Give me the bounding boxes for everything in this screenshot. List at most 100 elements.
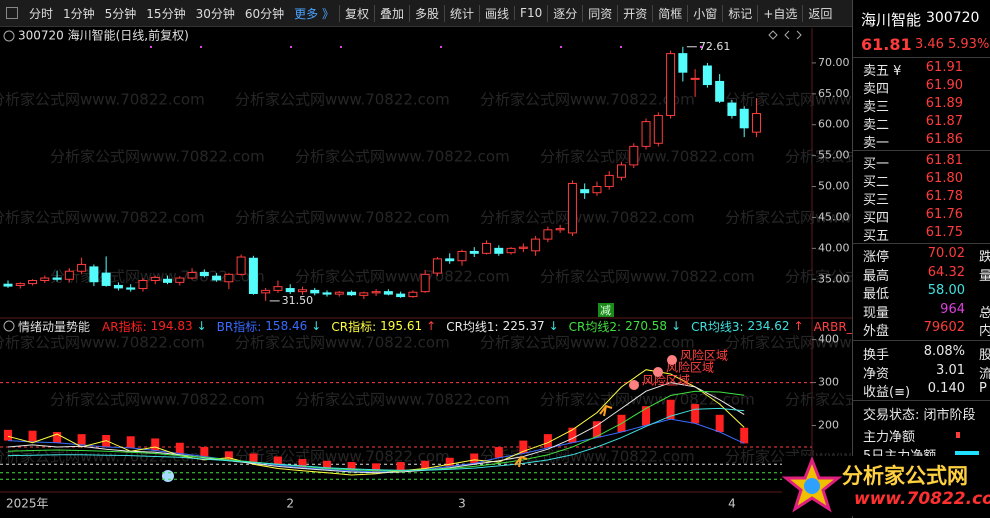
watermark: 分析家公式网www.70822.com: [480, 209, 695, 227]
toolbar-button[interactable]: +自选: [757, 4, 802, 22]
book-price: 61.87: [925, 114, 963, 129]
toolbar-button[interactable]: 15分钟: [146, 6, 186, 21]
watermark: 分析家公式网www.70822.com: [725, 209, 852, 227]
toolbar-button[interactable]: 更多 》: [294, 6, 334, 21]
stat-tail: 内: [979, 324, 990, 340]
watermark: 分析家公式网www.70822.com: [0, 209, 205, 227]
candle-body: [666, 53, 676, 116]
ar-bar: [298, 459, 307, 468]
candle-body: [739, 108, 749, 129]
legend-name: BR指标:: [216, 319, 262, 334]
annotation: 31.50: [282, 294, 314, 307]
watermark: 分析家公式网www.70822.com: [50, 148, 265, 166]
candle-body: [28, 280, 38, 285]
candle-body: [212, 275, 222, 281]
candle-body: [506, 247, 516, 254]
toolbar-button[interactable]: 逐分: [547, 4, 582, 22]
watermark: 分析家公式网www.70822.com: [785, 148, 852, 166]
candle-body: [543, 229, 553, 240]
flow-swatch: [955, 451, 979, 455]
ar-bar: [642, 406, 651, 426]
stat-label: 最低: [863, 287, 890, 303]
title-icon: [3, 30, 15, 42]
toolbar-button[interactable]: 画线: [479, 4, 514, 22]
ar-bar: [77, 434, 86, 445]
candle-body: [3, 283, 13, 287]
separator: [853, 243, 990, 244]
legend-name: CR均线2:: [568, 319, 622, 334]
toolbar-button[interactable]: 5分钟: [104, 6, 137, 21]
toolbar-button[interactable]: 小窗: [687, 4, 722, 22]
candle-body: [297, 289, 307, 293]
candle-body: [727, 102, 737, 116]
marker-dot: [560, 46, 562, 48]
book-price: 61.89: [925, 96, 963, 111]
toolbar-button[interactable]: 标记: [722, 4, 757, 22]
toolbar-button[interactable]: 同资: [582, 4, 617, 22]
candle-body: [457, 250, 467, 262]
candle-body: [617, 164, 626, 178]
candle-body: [138, 280, 148, 290]
marker-dot: [200, 46, 202, 48]
ar-bar: [200, 447, 209, 457]
toolbar-button[interactable]: 开资: [617, 4, 652, 22]
candle-body: [40, 277, 50, 282]
toolbar-button[interactable]: 简框: [652, 4, 687, 22]
stat-label: 换手: [863, 348, 890, 363]
y-tick-label: 65.00: [818, 87, 850, 100]
toolbar-button[interactable]: 返回: [802, 4, 837, 22]
separator: [853, 57, 990, 58]
prev-icon: [784, 30, 790, 40]
book-price: 61.81: [925, 153, 963, 168]
toolbar-button[interactable]: 多股: [409, 4, 444, 22]
y-tick-label: 35.00: [818, 272, 850, 285]
book-label: 卖一: [863, 136, 890, 151]
ar-bar: [592, 421, 601, 438]
watermark: 分析家公式网www.70822.com: [480, 448, 695, 466]
marker-dot: [150, 46, 152, 48]
candle-body: [702, 65, 712, 86]
candle-body: [715, 80, 725, 102]
ar-bar: [126, 436, 135, 448]
candle-body: [101, 272, 111, 286]
annotation: 风险区域: [680, 348, 728, 363]
toolbar-button[interactable]: 复权: [338, 4, 374, 22]
toolbar-button[interactable]: 30分钟: [195, 6, 235, 21]
watermark: 分析家公式网www.70822.com: [540, 391, 755, 409]
annotation: 风险区域: [666, 360, 714, 375]
toolbar-button[interactable]: F10: [514, 6, 547, 20]
toolbar-button[interactable]: 叠加: [373, 4, 409, 22]
book-price: 61.80: [925, 171, 963, 186]
watermark: 分析家公式网www.70822.com: [50, 391, 265, 409]
candle-body: [445, 258, 455, 262]
ar-bar: [249, 453, 258, 463]
book-label: 卖二: [863, 118, 890, 133]
logo: 分析家公式网 www.70822.com: [782, 456, 990, 516]
annotation: 风险区域: [642, 373, 690, 388]
marker-dot: [340, 46, 342, 48]
candle-body: [175, 277, 185, 283]
candle-body: [15, 283, 25, 286]
book-price: 61.75: [925, 225, 963, 240]
watermark: 分析家公式网www.70822.com: [540, 148, 755, 166]
toolbar-button[interactable]: 1分钟: [63, 6, 95, 21]
legend-arrow: ↓: [671, 319, 682, 333]
candle-body: [653, 114, 663, 144]
annotation-box: [598, 303, 614, 317]
candle-body: [334, 291, 344, 295]
ar-bar: [568, 427, 577, 443]
toolbar-button[interactable]: 分时: [29, 6, 54, 21]
candle-body: [592, 186, 602, 194]
candle-body: [89, 266, 99, 283]
toolbar-button[interactable]: 60分钟: [244, 6, 285, 21]
candle-body: [236, 256, 246, 275]
annotation: 72.61: [699, 40, 731, 53]
signal-figure: [514, 455, 528, 468]
legend-value: 195.61: [380, 319, 423, 333]
x-tick-label: 2025年: [6, 497, 49, 511]
candle-body: [420, 273, 430, 293]
ar-bar: [224, 451, 233, 460]
toolbar-button[interactable]: 统计: [444, 4, 479, 22]
marker-dot: [620, 46, 622, 48]
